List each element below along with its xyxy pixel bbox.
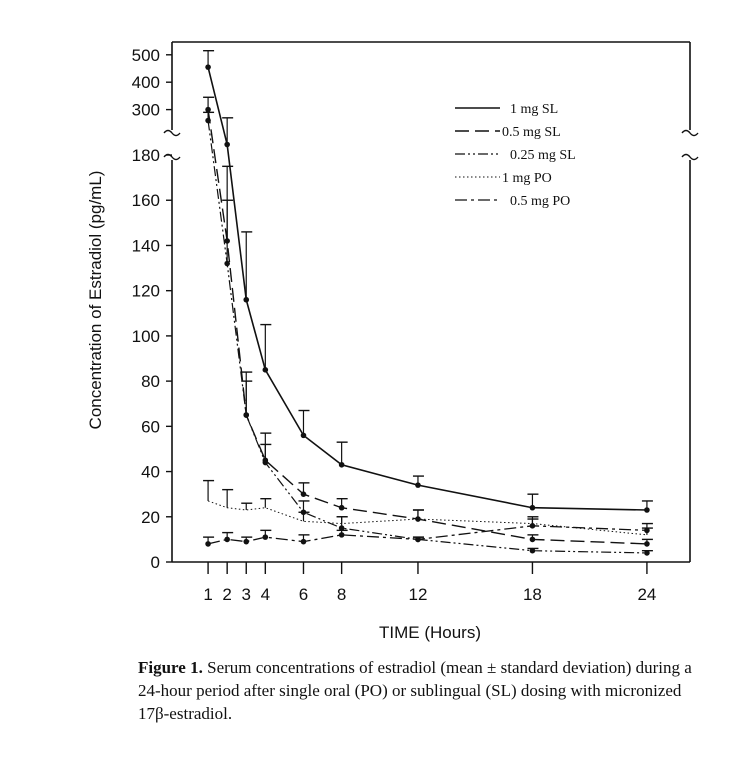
data-point — [338, 525, 345, 531]
x-axis-label: TIME (Hours) — [379, 623, 481, 642]
y-tick-label: 60 — [141, 417, 160, 436]
data-point — [262, 459, 269, 466]
x-tick-label: 4 — [261, 585, 270, 604]
axis-break-left-upper — [163, 129, 181, 137]
y-tick-label: 300 — [132, 101, 160, 120]
legend-label: 1 mg PO — [502, 171, 552, 186]
data-point — [644, 550, 650, 556]
data-point — [243, 296, 250, 303]
data-point — [262, 534, 269, 540]
data-point — [205, 117, 211, 124]
data-point — [338, 461, 345, 468]
data-point — [644, 527, 650, 534]
y-axis-label: Concentration of Estradiol (pg/mL) — [86, 171, 105, 430]
data-point — [338, 504, 345, 511]
y-tick-label: 140 — [132, 236, 160, 255]
x-tick-label: 24 — [637, 585, 656, 604]
y-tick-label: 0 — [151, 553, 160, 572]
x-tick-label: 8 — [337, 585, 346, 604]
data-point — [529, 504, 536, 511]
data-point — [243, 412, 250, 418]
caption-label: Figure 1. — [138, 658, 203, 677]
data-point — [205, 106, 211, 113]
series-line — [207, 120, 647, 554]
legend-label: 0.5 mg PO — [510, 194, 570, 209]
y-tick-label: 400 — [132, 73, 160, 92]
legend-label: 1 mg SL — [510, 102, 558, 117]
y-tick-label: 80 — [141, 372, 160, 391]
x-tick-label: 1 — [203, 585, 212, 604]
data-point — [243, 538, 250, 545]
y-tick-label: 20 — [141, 508, 160, 527]
data-point — [300, 538, 307, 545]
data-point — [224, 141, 230, 148]
data-point — [415, 482, 421, 488]
x-tick-label: 3 — [242, 585, 251, 604]
x-tick-label: 6 — [299, 585, 308, 604]
x-tick-label: 18 — [523, 585, 542, 604]
x-tick-label: 2 — [222, 585, 231, 604]
data-point — [300, 491, 307, 497]
data-point — [262, 367, 269, 373]
axis-break-right-lower — [681, 153, 699, 161]
axis-frame — [171, 41, 691, 563]
series-1-mg-sl: 1 mg SL — [203, 49, 653, 513]
series-line — [207, 500, 647, 536]
series-0-5-mg-po: 0.5 mg PO — [203, 194, 653, 547]
y-tick-label: 40 — [141, 463, 160, 482]
series-0-25-mg-sl: 0.25 mg SL — [203, 111, 653, 556]
series-0-5-mg-sl: 0.5 mg SL — [203, 96, 653, 547]
axis-break-right-upper — [681, 129, 699, 137]
y-tick-label: 100 — [132, 327, 160, 346]
y-tick-label: 500 — [132, 46, 160, 65]
caption-text: Serum concentrations of estradiol (mean … — [138, 658, 692, 723]
data-point — [529, 547, 536, 554]
x-tick-label: 12 — [408, 585, 427, 604]
data-point — [224, 260, 230, 267]
legend-label: 0.25 mg SL — [510, 148, 576, 163]
figure-caption: Figure 1. Serum concentrations of estrad… — [138, 656, 698, 725]
data-point — [205, 64, 211, 70]
data-point — [205, 541, 211, 547]
y-tick-label: 160 — [132, 191, 160, 210]
data-point — [529, 523, 536, 529]
series-1-mg-po: 1 mg PO — [203, 171, 653, 536]
data-point — [529, 536, 536, 543]
series-line — [207, 66, 647, 511]
data-point — [644, 507, 650, 513]
data-point — [224, 536, 230, 543]
y-tick-label: 120 — [132, 282, 160, 301]
legend-label: 0.5 mg SL — [502, 125, 561, 140]
y-tick-label: 180 — [132, 146, 160, 165]
data-point — [338, 532, 345, 538]
data-point — [644, 541, 650, 547]
data-point — [415, 536, 421, 543]
data-point — [300, 432, 307, 439]
series-line — [207, 109, 647, 545]
